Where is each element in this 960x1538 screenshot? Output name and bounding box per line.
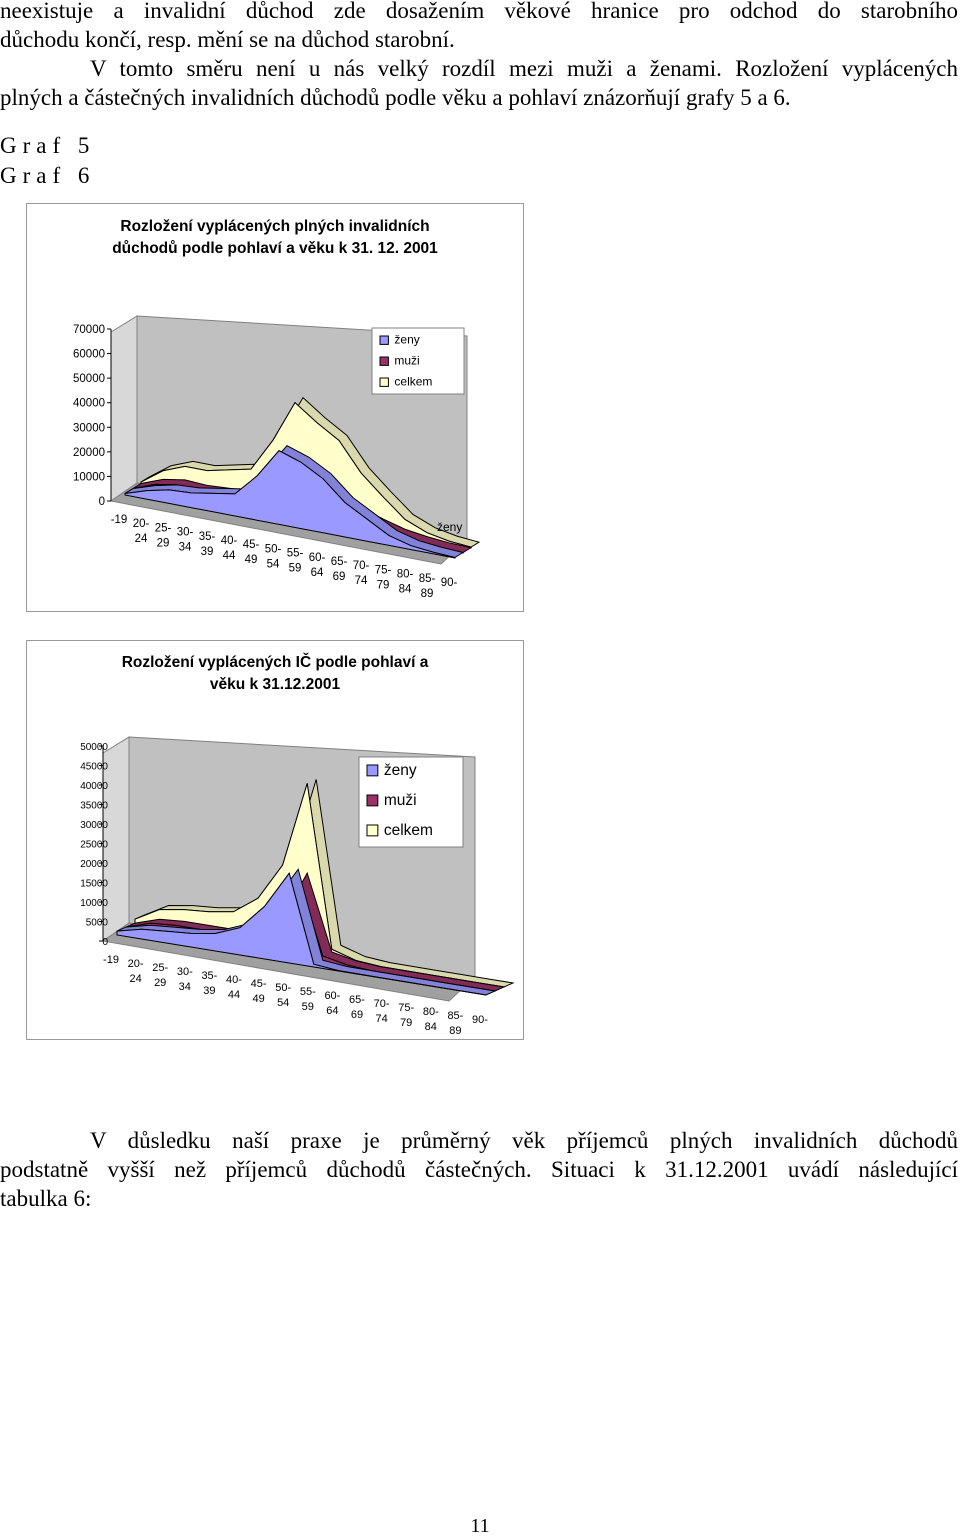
x-category-label: 90- xyxy=(472,1014,488,1026)
legend-label-muzi: muži xyxy=(384,792,417,809)
intro-line: plných a částečných invalidních důchodů … xyxy=(0,85,791,110)
y-tick-label: 30000 xyxy=(80,820,108,831)
legend-label-celkem: celkem xyxy=(384,822,433,839)
intro-paragraph: neexistuje a invalidní důchod zde dosaže… xyxy=(0,0,958,112)
graf5-label: Graf 5 xyxy=(0,133,96,158)
x-category-label: 40-44 xyxy=(226,974,242,1001)
y-tick-label: 40000 xyxy=(80,781,108,792)
x-category-label: 55-59 xyxy=(300,986,316,1013)
x-category-label: 70-74 xyxy=(374,998,390,1025)
y-tick-label: 20000 xyxy=(80,859,108,870)
legend-swatch-zeny xyxy=(366,764,379,777)
x-category-label: 60-64 xyxy=(324,990,340,1017)
y-tick-label: 50000 xyxy=(80,742,108,753)
x-category-label: 85-89 xyxy=(447,1010,463,1037)
outro-paragraph: V důsledku naší praxe je průměrný věk př… xyxy=(0,1126,958,1213)
x-category-label: 75-79 xyxy=(375,564,392,591)
y-tick-label: 10000 xyxy=(73,471,105,483)
chart-partial-disability: Rozložení vyplácených IČ podle pohlaví a… xyxy=(26,640,524,1040)
x-category-label: 80-84 xyxy=(423,1006,439,1033)
y-tick-label: 0 xyxy=(99,496,105,508)
x-category-label: 20-24 xyxy=(133,518,150,545)
x-category-label: 60-64 xyxy=(309,552,326,579)
x-category-label: 50-54 xyxy=(265,543,282,570)
chart-title-line: věku k 31.12.2001 xyxy=(209,676,341,693)
legend-label-muzi: muži xyxy=(394,353,419,367)
chart-title-line: Rozložení vyplácených IČ podle pohlaví a xyxy=(121,654,429,671)
legend-swatch-zeny xyxy=(379,335,389,345)
legend-label-zeny: ženy xyxy=(384,762,417,779)
chart-title-line: důchodů podle pohlaví a věku k 31. 12. 2… xyxy=(112,240,438,257)
intro-line: důchodu končí, resp. mění se na důchod s… xyxy=(0,27,455,52)
x-category-label: 50-54 xyxy=(275,982,291,1009)
y-tick-label: 35000 xyxy=(80,801,108,812)
x-category-label: 75-79 xyxy=(398,1002,414,1029)
x-category-label: -19 xyxy=(111,514,128,526)
outro-line: podstatně vyšší než příjemců důchodů čás… xyxy=(0,1157,958,1182)
x-category-label: 70-74 xyxy=(353,560,370,587)
y-tick-label: 0 xyxy=(102,937,108,948)
y-tick-label: 40000 xyxy=(73,398,105,410)
y-tick-label: 60000 xyxy=(73,349,105,361)
x-category-label: 45-49 xyxy=(243,539,260,566)
x-category-label: 45-49 xyxy=(251,978,267,1005)
x-category-label: -19 xyxy=(103,954,119,966)
chart-title: Rozložení vyplácených IČ podle pohlaví a… xyxy=(27,652,523,696)
legend-label-zeny: ženy xyxy=(394,332,419,346)
x-category-label: 25-29 xyxy=(152,962,168,989)
x-category-label: 65-69 xyxy=(349,994,365,1021)
x-category-label: 90- xyxy=(441,577,458,589)
outro-line: V důsledku naší praxe je průměrný věk př… xyxy=(90,1128,958,1153)
y-tick-label: 20000 xyxy=(73,447,105,459)
intro-line: neexistuje a invalidní důchod zde dosaže… xyxy=(0,0,958,23)
y-tick-label: 5000 xyxy=(86,918,109,929)
chart-title-line: Rozložení vyplácených plných invalidních xyxy=(120,218,430,235)
graf6-label: Graf 6 xyxy=(0,163,96,188)
legend-swatch-celkem xyxy=(366,824,379,837)
legend-swatch-celkem xyxy=(379,377,389,387)
x-category-label: 35-39 xyxy=(199,531,216,558)
x-category-label: 30-34 xyxy=(177,966,193,993)
y-tick-label: 10000 xyxy=(80,898,108,909)
x-category-label: 35-39 xyxy=(201,970,217,997)
y-tick-label: 25000 xyxy=(80,840,108,851)
y-tick-label: 70000 xyxy=(73,324,105,336)
legend-label-celkem: celkem xyxy=(394,374,432,388)
page-number: 11 xyxy=(470,1515,490,1537)
y-tick-label: 30000 xyxy=(73,422,105,434)
series-area-zeny xyxy=(124,450,456,559)
x-category-label: 40-44 xyxy=(221,535,238,562)
chart-title: Rozložení vyplácených plných invalidních… xyxy=(27,216,523,260)
depth-axis-label: ženy xyxy=(437,520,462,534)
y-tick-label: 45000 xyxy=(80,762,108,773)
series-area-zeny xyxy=(116,872,487,996)
chart-side-wall xyxy=(110,315,138,502)
x-category-label: 30-34 xyxy=(177,527,194,554)
chart-plot: 0 5000 10000 15000 20000 25000 30000 35000 40000… xyxy=(80,736,515,1037)
legend-swatch-muzi xyxy=(379,356,389,366)
chart-full-disability: Rozložení vyplácených plných invalidních… xyxy=(26,203,524,612)
x-category-label: 20-24 xyxy=(128,958,144,985)
legend-swatch-muzi xyxy=(366,794,379,807)
x-category-label: 80-84 xyxy=(397,569,414,596)
y-tick-label: 50000 xyxy=(73,373,105,385)
x-category-label: 85-89 xyxy=(419,573,436,600)
y-tick-label: 15000 xyxy=(80,879,108,890)
intro-line: V tomto směru není u nás velký rozdíl me… xyxy=(90,56,958,81)
x-category-label: 65-69 xyxy=(331,556,348,583)
x-category-label: 55-59 xyxy=(287,548,304,575)
x-category-label: 25-29 xyxy=(155,522,172,549)
chart-plot: 0 10000 20000 30000 40000 50000 60000 70000 -19 2… xyxy=(73,315,481,600)
outro-line: tabulka 6: xyxy=(0,1186,92,1211)
